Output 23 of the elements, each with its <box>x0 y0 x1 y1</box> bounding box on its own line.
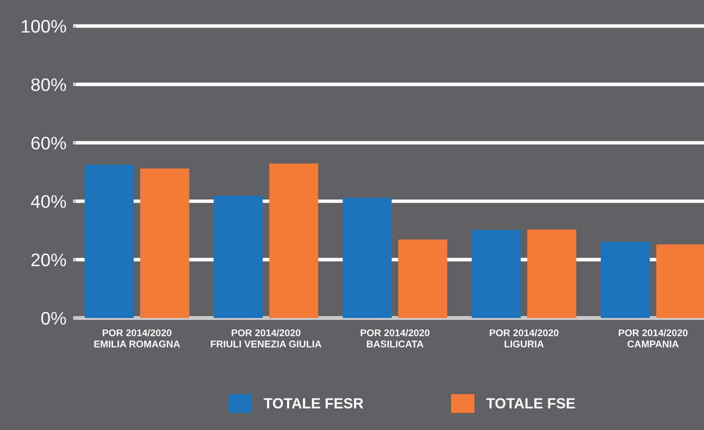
y-tick-label: 80% <box>31 78 66 92</box>
bar <box>269 164 318 318</box>
x-tick-label: POR 2014/2020 EMILIA ROMAGNA <box>94 329 180 348</box>
bar <box>84 164 134 318</box>
bar <box>398 239 448 318</box>
x-tick-label: POR 2014/2020 FRIULI VENEZIA GIULIA <box>210 329 322 348</box>
y-tick-label: 60% <box>31 136 66 150</box>
bar <box>342 198 392 318</box>
y-tick-label: 0% <box>41 312 66 325</box>
bar <box>656 244 704 318</box>
x-tick-label: POR 2014/2020 BASILICATA <box>360 329 430 348</box>
bar <box>600 242 650 318</box>
bar <box>214 196 263 318</box>
bar <box>527 230 576 318</box>
legend-label: TOTALE FESR <box>264 398 364 408</box>
x-tick-label: POR 2014/2020 LIGURIA <box>490 329 558 348</box>
y-tick-label: 100% <box>22 20 66 33</box>
bar <box>472 230 521 318</box>
y-tick-label: 40% <box>30 195 66 208</box>
x-tick-label: POR 2014/2020 CAMPANIA <box>618 329 688 348</box>
bar <box>140 168 190 318</box>
legend-label: TOTALE FSE <box>486 398 575 408</box>
y-tick-label: 20% <box>31 254 66 266</box>
